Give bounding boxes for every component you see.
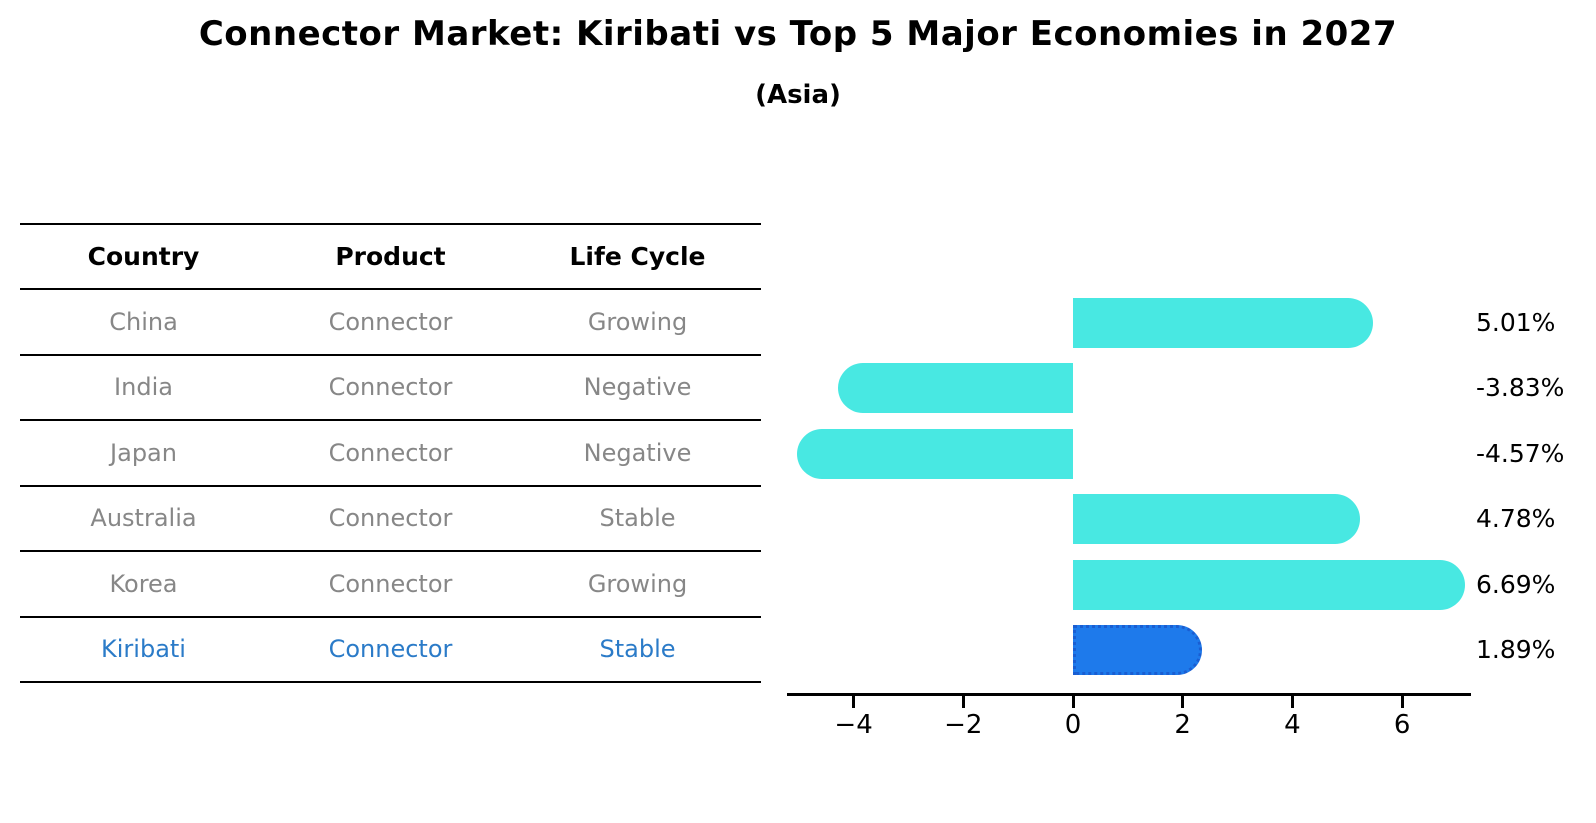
data-table: Country Product Life Cycle China Connecto… [20,223,761,683]
bar-value-label: 5.01% [1476,307,1556,337]
cell-life_cycle: Negative [583,373,692,402]
x-axis-tick-label: 2 [1174,710,1191,740]
table-row: Kiribati Connector Stable [20,618,761,683]
cell-country: China [109,307,178,336]
x-axis-tick [961,696,965,708]
cell-product: Connector [328,569,453,598]
cell-life_cycle: Growing [587,569,688,598]
cell-life_cycle: Negative [583,438,692,467]
cell-country: Japan [110,438,177,467]
x-axis-line [787,693,1471,696]
bar-value-label: -4.57% [1476,438,1565,468]
x-axis-tick [1181,696,1185,708]
bar-korea [1073,559,1465,610]
column-header-country: Country [87,242,200,271]
table-header-row: Country Product Life Cycle [20,223,761,290]
x-axis-tick [852,696,856,708]
bar-value-label: 6.69% [1476,569,1556,599]
x-axis-tick [1071,696,1075,708]
column-header-lifecycle: Life Cycle [569,242,706,271]
cell-country: Australia [90,504,197,533]
chart-subtitle: (Asia) [755,80,841,110]
cell-product: Connector [328,504,453,533]
cell-life_cycle: Stable [599,635,676,664]
bar-japan [797,428,1073,479]
cell-product: Connector [328,438,453,467]
table-row: Australia Connector Stable [20,487,761,552]
bar-india [837,363,1073,414]
x-axis-tick [1400,696,1404,708]
x-axis-tick-label: 0 [1064,710,1082,740]
cell-product: Connector [328,307,453,336]
bar-value-label: -3.83% [1476,373,1565,403]
bar-highlight-kiribati [1073,625,1202,676]
cell-product: Connector [328,635,453,664]
table-row: India Connector Negative [20,356,761,421]
table-row: China Connector Growing [20,290,761,356]
cell-life_cycle: Growing [587,307,688,336]
table-body: China Connector Growing India Connector Negat… [20,290,761,683]
column-header-product: Product [335,242,446,271]
bar-australia [1073,494,1361,545]
x-axis-tick-label: 4 [1284,710,1301,740]
table-row: Korea Connector Growing [20,552,761,618]
cell-product: Connector [328,373,453,402]
cell-country: Korea [109,569,178,598]
cell-country: Kiribati [101,635,186,664]
bar-china [1073,297,1373,348]
cell-life_cycle: Stable [599,504,676,533]
x-axis-tick-label: −4 [834,710,873,740]
x-axis-tick-label: −2 [944,710,983,740]
chart-title: Connector Market: Kiribati vs Top 5 Majo… [198,14,1398,54]
bar-value-label: 1.89% [1476,635,1556,665]
x-axis-tick-label: 6 [1393,710,1411,740]
bar-value-label: 4.78% [1476,504,1556,534]
x-axis-tick [1290,696,1294,708]
cell-country: India [114,373,173,402]
table-row: Japan Connector Negative [20,421,761,487]
